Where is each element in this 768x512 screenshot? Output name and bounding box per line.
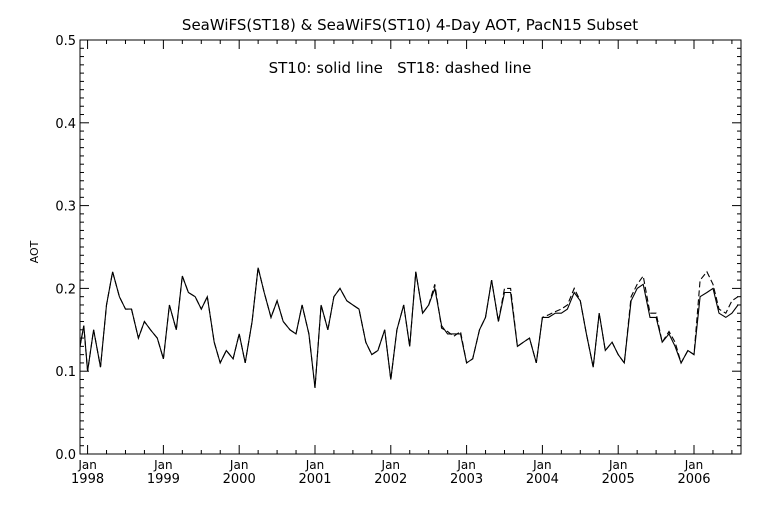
y-axis: 0.0 0.1 0.2 0.3 0.4 0.5 <box>55 34 741 463</box>
x-tick-month-label: Jan <box>229 458 249 472</box>
series-layer <box>79 267 739 388</box>
x-tick-month-label: Jan <box>305 458 325 472</box>
x-tick-year-label: 2001 <box>298 472 331 487</box>
x-tick-year-label: 2004 <box>526 472 559 487</box>
x-tick-month-label: Jan <box>77 458 97 472</box>
y-tick-label: 0.1 <box>55 365 76 380</box>
y-tick-label: 0.0 <box>55 448 76 463</box>
y-tick-label: 0.2 <box>55 282 76 297</box>
y-tick-label: 0.4 <box>55 117 76 132</box>
x-tick-month-label: Jan <box>684 458 704 472</box>
x-tick-month-label: Jan <box>456 458 476 472</box>
x-tick-month-label: Jan <box>381 458 401 472</box>
x-tick-year-label: 2002 <box>374 472 407 487</box>
series-line-st18 <box>79 267 739 388</box>
x-tick-year-label: 2003 <box>450 472 483 487</box>
x-tick-month-label: Jan <box>153 458 173 472</box>
y-tick-label: 0.3 <box>55 200 76 215</box>
x-tick-year-label: 2005 <box>602 472 635 487</box>
y-axis-label: AOT <box>28 240 41 263</box>
y-tick-label: 0.5 <box>55 34 76 49</box>
x-tick-month-label: Jan <box>532 458 552 472</box>
x-tick-month-label: Jan <box>608 458 628 472</box>
x-axis: Jan1998Jan1999Jan2000Jan2001Jan2002Jan20… <box>71 40 733 487</box>
x-tick-year-label: 2006 <box>677 472 710 487</box>
x-tick-year-label: 1998 <box>71 472 104 487</box>
x-tick-year-label: 2000 <box>223 472 256 487</box>
legend-annotation: ST10: solid line ST18: dashed line <box>269 59 532 77</box>
x-tick-year-label: 1999 <box>147 472 180 487</box>
chart-title: SeaWiFS(ST18) & SeaWiFS(ST10) 4-Day AOT,… <box>182 16 638 34</box>
